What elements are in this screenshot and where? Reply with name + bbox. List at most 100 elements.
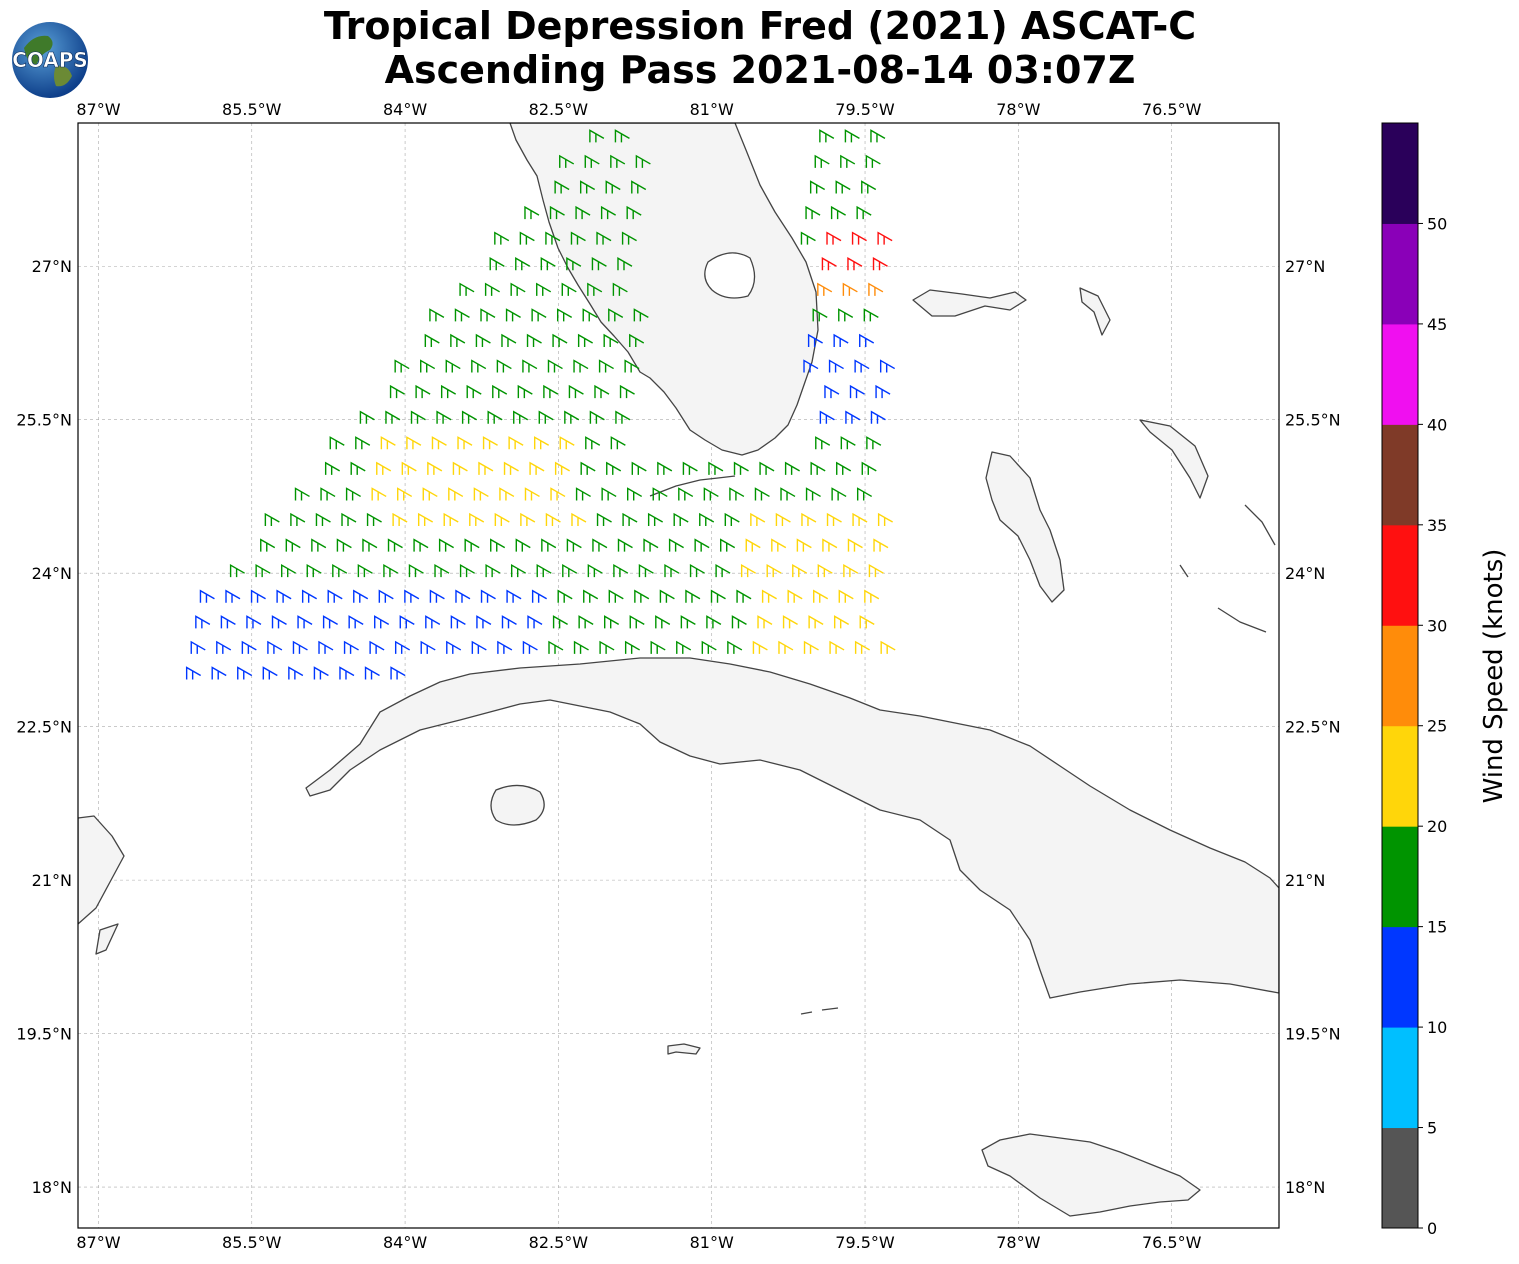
wind-barb bbox=[617, 538, 633, 552]
wind-barb bbox=[480, 589, 496, 603]
wind-barb bbox=[703, 487, 719, 501]
wind-barb bbox=[838, 589, 854, 603]
wind-barb bbox=[877, 231, 893, 245]
wind-barb bbox=[471, 359, 487, 373]
wind-barb bbox=[510, 563, 527, 578]
map-title: Tropical Depression Fred (2021) ASCAT-C … bbox=[160, 4, 1360, 92]
wind-barb bbox=[598, 359, 614, 373]
wind-barb bbox=[817, 282, 833, 296]
wind-barb bbox=[380, 436, 396, 450]
lat-tick-label-left: 24°N bbox=[32, 564, 72, 583]
wind-barb bbox=[861, 461, 877, 475]
wind-barb bbox=[427, 461, 443, 475]
wind-barb bbox=[448, 487, 464, 501]
colorbar-tick-label: 20 bbox=[1427, 817, 1447, 836]
wind-barb bbox=[554, 180, 570, 194]
wind-barb bbox=[271, 615, 287, 629]
wind-barb bbox=[831, 487, 847, 501]
wind-barb bbox=[290, 512, 306, 527]
wind-barb bbox=[575, 487, 591, 501]
colorbar-segment bbox=[1382, 926, 1418, 1028]
colorbar-segment bbox=[1382, 223, 1418, 325]
wind-barb bbox=[819, 410, 835, 424]
wind-barb bbox=[833, 333, 849, 347]
wind-barb bbox=[327, 589, 343, 603]
eleuthera bbox=[1139, 419, 1209, 499]
wind-barb bbox=[617, 257, 633, 271]
wind-barb bbox=[821, 257, 837, 271]
lon-tick-label-top: 76.5°W bbox=[1142, 100, 1202, 119]
wind-barb bbox=[185, 666, 202, 680]
wind-barb bbox=[522, 359, 538, 373]
wind-barb bbox=[668, 538, 684, 552]
wind-barb bbox=[634, 589, 650, 603]
wind-barb bbox=[579, 180, 596, 194]
wind-barb bbox=[199, 589, 215, 603]
wind-barb bbox=[550, 487, 566, 501]
wind-barb bbox=[819, 129, 835, 143]
wind-barb bbox=[318, 640, 334, 654]
wind-barb bbox=[508, 436, 524, 450]
wind-barb bbox=[526, 333, 542, 347]
wind-barb bbox=[557, 589, 573, 603]
wind-barb bbox=[801, 512, 817, 527]
colorbar-frame bbox=[1381, 122, 1419, 1229]
lon-tick-label-top: 84°W bbox=[383, 100, 427, 119]
wind-barb bbox=[527, 615, 543, 629]
wind-barb bbox=[731, 615, 747, 629]
wind-barb bbox=[220, 615, 236, 629]
wind-barb bbox=[450, 333, 466, 347]
lat-tick-label-left: 27°N bbox=[32, 257, 72, 276]
wind-barb bbox=[694, 538, 710, 552]
wind-barb bbox=[613, 563, 629, 578]
wind-barb bbox=[420, 359, 436, 373]
wind-barb bbox=[549, 205, 565, 220]
wind-barb bbox=[378, 589, 394, 603]
wind-barb bbox=[464, 538, 480, 552]
wind-barb bbox=[315, 512, 331, 527]
wind-barb bbox=[570, 231, 586, 245]
wind-barb bbox=[757, 615, 773, 629]
wind-barb bbox=[828, 359, 844, 373]
wind-barb bbox=[501, 615, 517, 629]
wind-barb bbox=[281, 563, 297, 578]
wind-barb bbox=[740, 563, 757, 578]
wind-barb bbox=[482, 436, 498, 450]
wind-barb bbox=[211, 666, 227, 680]
wind-barb bbox=[297, 615, 313, 629]
wind-barb bbox=[383, 563, 399, 578]
wind-barb bbox=[606, 461, 622, 475]
wind-barb bbox=[394, 359, 410, 373]
wind-barb bbox=[392, 512, 408, 527]
wind-barb bbox=[410, 410, 426, 424]
wind-barb bbox=[250, 589, 266, 603]
wind-barb bbox=[803, 640, 819, 654]
wind-barb bbox=[626, 205, 642, 220]
wind-barb bbox=[556, 308, 573, 322]
wind-barb bbox=[438, 538, 454, 552]
wind-barb bbox=[540, 257, 556, 271]
wind-barb bbox=[840, 436, 856, 450]
wind-barb bbox=[548, 640, 564, 654]
wind-barb bbox=[680, 615, 696, 629]
wind-barb bbox=[596, 231, 612, 245]
wind-barb bbox=[329, 436, 345, 450]
wind-barb bbox=[533, 436, 550, 450]
wind-barb bbox=[638, 563, 654, 578]
wind-barb bbox=[229, 563, 245, 578]
lon-tick-label-bottom: 79.5°W bbox=[835, 1233, 895, 1252]
wind-barb bbox=[652, 487, 668, 501]
wind-barb bbox=[355, 436, 371, 450]
wind-barb bbox=[348, 615, 364, 629]
wind-barb bbox=[610, 436, 626, 450]
wind-barb bbox=[879, 359, 896, 373]
wind-barb bbox=[792, 563, 808, 578]
wind-barb bbox=[578, 615, 594, 629]
wind-barb bbox=[587, 563, 603, 578]
wind-barb bbox=[706, 615, 722, 629]
wind-barb bbox=[564, 410, 580, 424]
wind-barb bbox=[566, 257, 582, 271]
wind-barb bbox=[394, 640, 411, 654]
wind-barb bbox=[750, 512, 766, 527]
wind-barb bbox=[503, 461, 519, 475]
